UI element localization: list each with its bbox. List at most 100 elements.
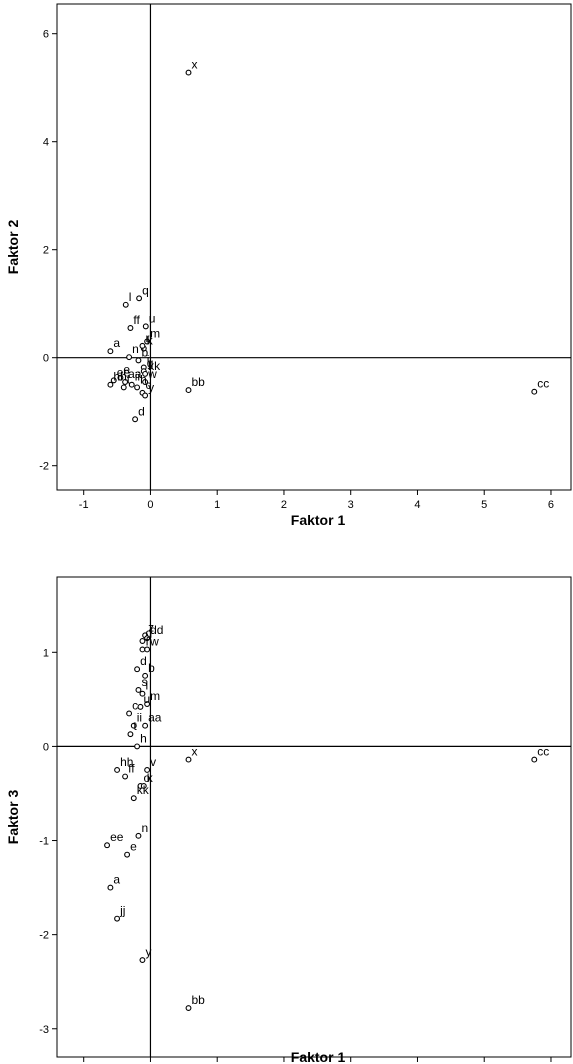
y-tick-label: -3	[39, 1024, 49, 1036]
x-tick-label: 4	[414, 499, 420, 511]
data-point-label: b	[141, 345, 148, 359]
data-point	[531, 756, 538, 763]
data-point-label: l	[129, 290, 132, 304]
data-point-label: bb	[192, 993, 206, 1007]
data-point	[135, 357, 142, 364]
data-point-label: n	[141, 821, 148, 835]
data-point-label: ff	[133, 313, 140, 327]
data-point	[144, 338, 151, 345]
data-point-label: g	[147, 356, 154, 370]
data-point	[139, 342, 146, 349]
y-tick-label: 0	[43, 353, 49, 365]
data-point-label: b	[148, 661, 155, 675]
data-point-label: v	[150, 755, 156, 769]
data-point-label: x	[192, 745, 198, 759]
data-point	[107, 884, 114, 891]
y-tick-label: 2	[43, 245, 49, 257]
data-point	[122, 379, 129, 385]
y-tick-label: 0	[43, 741, 49, 753]
reference-lines	[57, 577, 571, 1057]
y-axis-title: Faktor 3	[5, 790, 21, 845]
data-point	[139, 957, 146, 964]
data-point	[185, 756, 192, 763]
data-point-label: ii	[135, 370, 140, 384]
data-point-label: kk	[148, 359, 161, 373]
data-point-label: hh	[120, 755, 133, 769]
data-point	[117, 374, 124, 381]
data-point	[135, 686, 142, 693]
data-point	[140, 782, 147, 789]
axis-frame	[56, 576, 572, 1058]
data-point	[142, 392, 149, 399]
y-axis-title: Faktor 2	[5, 220, 21, 275]
axis-frame	[56, 3, 572, 491]
data-point	[107, 381, 114, 388]
data-point	[531, 388, 538, 395]
data-point-label: t	[133, 719, 137, 733]
data-point-label: kk	[137, 783, 150, 797]
data-point-label: cc	[537, 377, 549, 391]
data-point-label: y	[145, 945, 151, 959]
data-point-label: hh	[113, 370, 126, 384]
data-point-label: u	[143, 692, 150, 706]
data-point	[110, 377, 117, 384]
data-point-label: l	[145, 679, 148, 693]
data-point	[104, 842, 111, 849]
x-tick-label: 0	[147, 499, 153, 511]
y-axis-ticks: -3 -2 -1 0 1	[39, 647, 57, 1036]
x-tick-label: 1	[214, 499, 220, 511]
data-point	[114, 915, 121, 922]
y-tick-label: -2	[39, 930, 49, 942]
data-point-label: i	[147, 352, 150, 366]
data-point-label: t	[127, 372, 131, 386]
data-point	[144, 635, 151, 642]
data-point-label: a	[113, 873, 120, 887]
data-point	[185, 1005, 192, 1012]
data-point-label: h	[140, 731, 147, 745]
data-point	[134, 666, 141, 673]
data-point-label: w	[147, 367, 157, 381]
data-point-label: jj	[119, 904, 125, 918]
data-point-label: a	[113, 336, 120, 350]
data-point-label: q	[142, 283, 149, 297]
y-tick-label: 1	[43, 647, 49, 659]
x-tick-label: 6	[548, 499, 554, 511]
data-point-label: aa	[128, 367, 142, 381]
x-tick-label: 5	[481, 499, 487, 511]
data-point	[142, 722, 149, 729]
data-point-label: dd	[150, 623, 163, 637]
data-point	[134, 743, 141, 750]
data-point-label: u	[149, 311, 156, 325]
data-point	[185, 69, 192, 76]
x-tick-label: 3	[348, 499, 354, 511]
data-point-label: d	[140, 654, 147, 668]
x-axis-title: Faktor 1	[291, 1049, 346, 1064]
data-point-label: h	[140, 372, 147, 386]
data-point	[139, 646, 146, 653]
reference-lines	[57, 4, 571, 490]
data-point	[132, 416, 139, 423]
data-point-label: n	[132, 342, 139, 356]
data-point	[126, 710, 133, 717]
data-point-label: ff	[128, 762, 135, 776]
data-point	[126, 354, 133, 361]
data-point	[136, 295, 143, 302]
y-tick-label: -1	[39, 836, 49, 848]
data-point-label: g	[145, 626, 152, 640]
data-point	[142, 379, 149, 385]
data-point-label: x	[192, 58, 198, 72]
data-point	[142, 672, 149, 679]
x-axis-title: Faktor 1	[291, 512, 346, 528]
data-point-label: e	[130, 840, 137, 854]
data-point	[120, 384, 127, 391]
data-point	[144, 646, 151, 653]
data-point-label: c	[132, 698, 138, 712]
data-point-label: y	[148, 381, 154, 395]
data-point	[144, 701, 151, 708]
data-point	[139, 638, 146, 644]
